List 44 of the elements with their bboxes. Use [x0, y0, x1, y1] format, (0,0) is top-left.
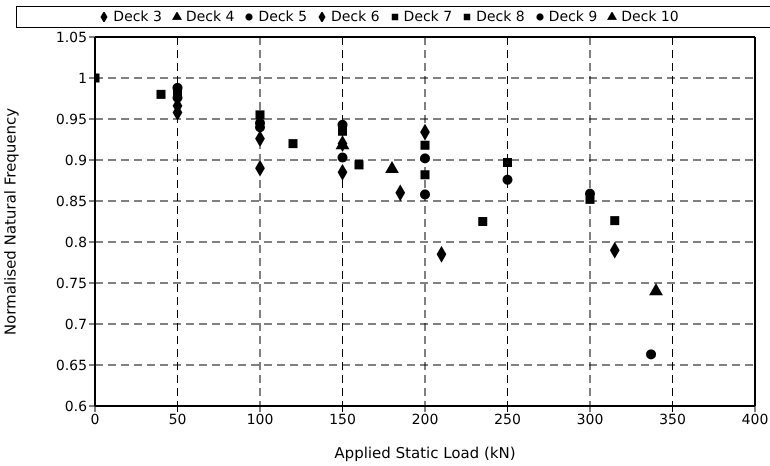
point [478, 217, 488, 226]
y-tick-label: 0.8 [64, 234, 87, 251]
x-tick-label: 50 [168, 412, 186, 428]
x-tick-label: 100 [246, 412, 274, 428]
y-axis-title: Normalised Natural Frequency [1, 108, 20, 336]
x-tick-label: 150 [329, 412, 356, 428]
point [420, 153, 430, 164]
legend-label: Deck 5 [258, 8, 307, 26]
point [610, 216, 620, 226]
point [156, 90, 166, 99]
point [288, 139, 298, 148]
y-tick-label: 0.9 [64, 152, 87, 169]
y-tick-label: 0.95 [56, 112, 87, 128]
x-tick-label: 300 [576, 412, 604, 428]
legend-label: Deck 9 [548, 8, 598, 26]
point [337, 152, 348, 163]
y-tick-label: 0.6 [64, 398, 88, 415]
point [502, 174, 513, 185]
y-tick-label: 0.65 [56, 358, 87, 374]
point [646, 349, 656, 360]
y-tick-label: 1.05 [56, 30, 87, 46]
point [420, 170, 430, 180]
point [256, 110, 264, 120]
x-axis-title: Applied Static Load (kN) [334, 444, 516, 462]
x-tick-label: 0 [90, 412, 100, 428]
legend-label: Deck 6 [330, 8, 380, 26]
point [354, 160, 364, 170]
point [385, 162, 399, 174]
x-tick-label: 200 [412, 412, 438, 428]
legend-label: Deck 4 [186, 8, 234, 26]
point [503, 158, 512, 167]
x-tick-label: 250 [494, 412, 521, 428]
legend-label: Deck 3 [113, 8, 162, 26]
y-tick-label: 0.85 [56, 194, 87, 210]
y-tick-label: 0.75 [56, 276, 87, 292]
point [420, 140, 430, 150]
legend-label: Deck 8 [476, 8, 525, 26]
y-tick-label: 0.7 [64, 316, 87, 333]
point [420, 189, 430, 200]
x-tick-label: 350 [659, 412, 686, 428]
y-tick-label: 1 [78, 70, 87, 87]
legend-label: Deck 10 [621, 8, 679, 26]
legend-label: Deck 7 [404, 8, 452, 26]
x-tick-label: 400 [742, 412, 768, 428]
